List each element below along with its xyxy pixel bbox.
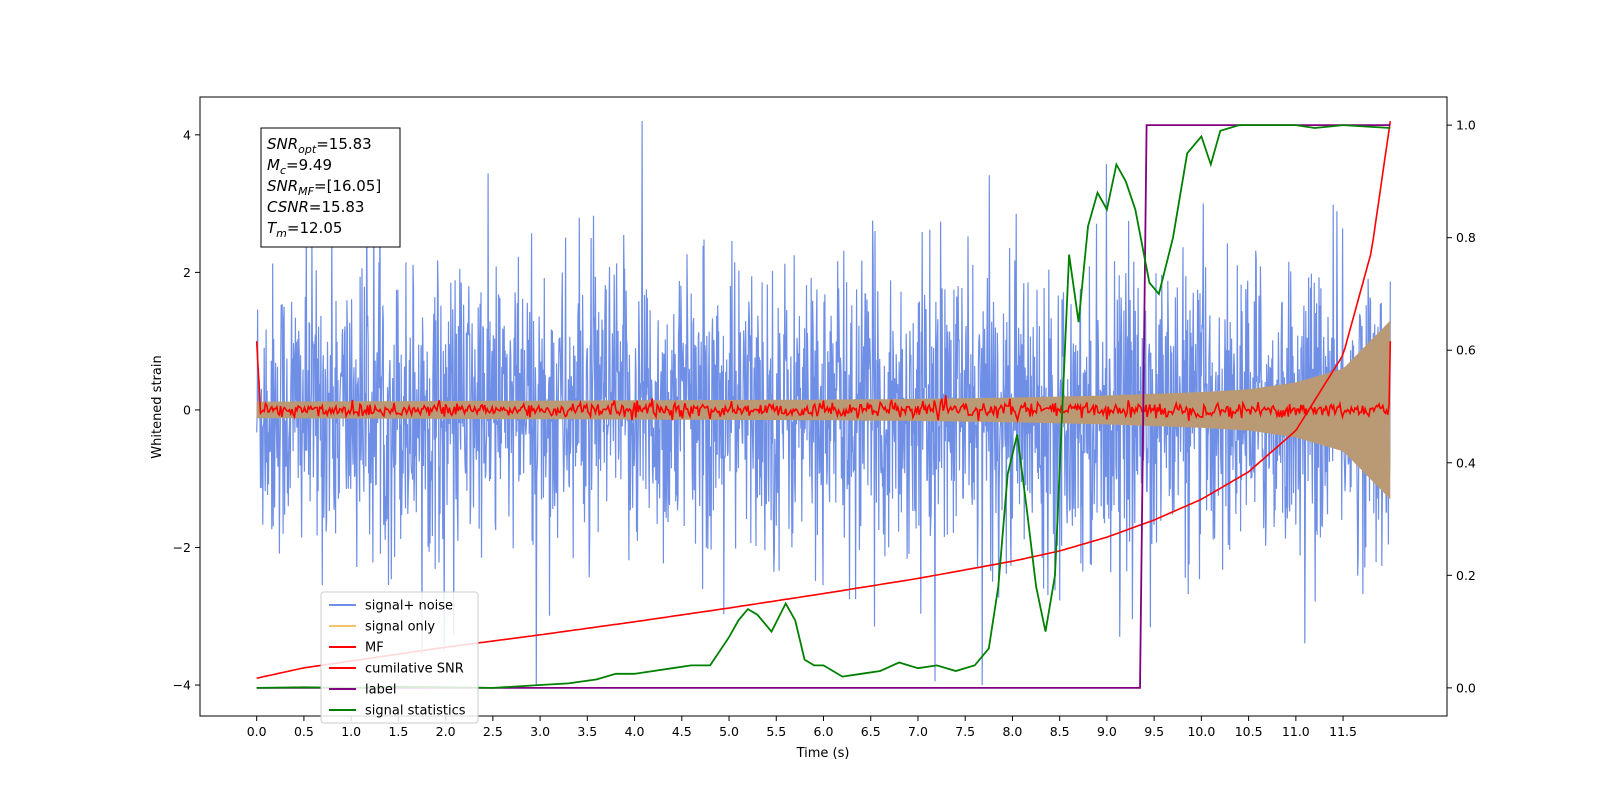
y2-tick-label: 0.4 xyxy=(1456,455,1476,470)
x-tick-label: 2.5 xyxy=(483,724,503,739)
x-tick-label: 7.5 xyxy=(955,724,975,739)
x-axis-label: Time (s) xyxy=(796,746,850,761)
y2-tick-label: 0.8 xyxy=(1456,230,1476,245)
info-line: Mc=9.49 xyxy=(267,156,332,177)
y-axis-left: 4 2 0 −2 −4 xyxy=(173,127,200,693)
y-axis-label: Whitened strain xyxy=(150,355,165,458)
y-axis-right: 1.0 0.8 0.6 0.4 0.2 0.0 xyxy=(1447,118,1476,695)
legend-frame xyxy=(320,591,479,724)
x-tick-label: 1.5 xyxy=(388,724,408,739)
x-tick-label: 7.0 xyxy=(908,724,928,739)
x-tick-label: 9.0 xyxy=(1097,724,1117,739)
legend-label: signal statistics xyxy=(365,704,466,719)
x-tick-label: 9.5 xyxy=(1144,724,1164,739)
x-tick-label: 1.0 xyxy=(341,724,361,739)
x-tick-label: 4.5 xyxy=(672,724,692,739)
y2-tick-label: 0.2 xyxy=(1456,568,1476,583)
x-axis: 0.0 0.5 1.0 1.5 2.0 2.5 3.0 3.5 4.0 4.5 5.0 5.5 6.0 6… xyxy=(247,716,1357,739)
legend-label: signal+ noise xyxy=(365,599,453,614)
info-line: Tm=12.05 xyxy=(267,219,342,240)
x-tick-label: 3.0 xyxy=(530,724,550,739)
x-tick-label: 8.5 xyxy=(1050,724,1070,739)
y2-tick-label: 0.0 xyxy=(1456,680,1476,695)
x-tick-label: 6.0 xyxy=(814,724,834,739)
x-tick-label: 5.5 xyxy=(766,724,786,739)
x-tick-label: 5.0 xyxy=(719,724,739,739)
x-tick-label: 11.5 xyxy=(1329,724,1357,739)
y2-tick-label: 1.0 xyxy=(1456,118,1476,133)
y-tick-label: −4 xyxy=(173,678,191,693)
series-signal-only xyxy=(256,320,1391,500)
legend-label: signal only xyxy=(365,620,435,635)
x-tick-label: 10.0 xyxy=(1187,724,1215,739)
info-box-frame xyxy=(260,127,401,248)
legend: signal+ noise signal only MF cumilative SNR… xyxy=(320,591,479,724)
x-tick-label: 6.5 xyxy=(861,724,881,739)
series-signal-plus-noise xyxy=(256,121,1391,686)
info-box: SNRopt=15.83Mc=9.49SNRMF=[16.05]CSNR=15.… xyxy=(260,127,401,248)
legend-label: cumilative SNR xyxy=(365,662,464,677)
x-tick-label: 3.5 xyxy=(577,724,597,739)
info-line: CSNR=15.83 xyxy=(267,198,364,216)
series-signal-statistics xyxy=(256,124,1391,689)
y-tick-label: 0 xyxy=(183,402,191,417)
legend-label: label xyxy=(365,683,396,698)
y-tick-label: 2 xyxy=(183,265,191,280)
y-tick-label: 4 xyxy=(183,127,191,142)
x-tick-label: 11.0 xyxy=(1282,724,1310,739)
y2-tick-label: 0.6 xyxy=(1456,343,1476,358)
legend-label: MF xyxy=(365,641,384,656)
x-tick-label: 4.0 xyxy=(625,724,645,739)
info-line: SNRMF=[16.05] xyxy=(267,177,381,198)
x-tick-label: 0.5 xyxy=(294,724,314,739)
info-line: SNRopt=15.83 xyxy=(267,135,372,156)
series-mf xyxy=(255,341,1392,424)
x-tick-label: 0.0 xyxy=(247,724,267,739)
x-tick-label: 10.5 xyxy=(1235,724,1263,739)
x-tick-label: 8.0 xyxy=(1002,724,1022,739)
x-tick-label: 2.0 xyxy=(436,724,456,739)
y-tick-label: −2 xyxy=(173,540,191,555)
